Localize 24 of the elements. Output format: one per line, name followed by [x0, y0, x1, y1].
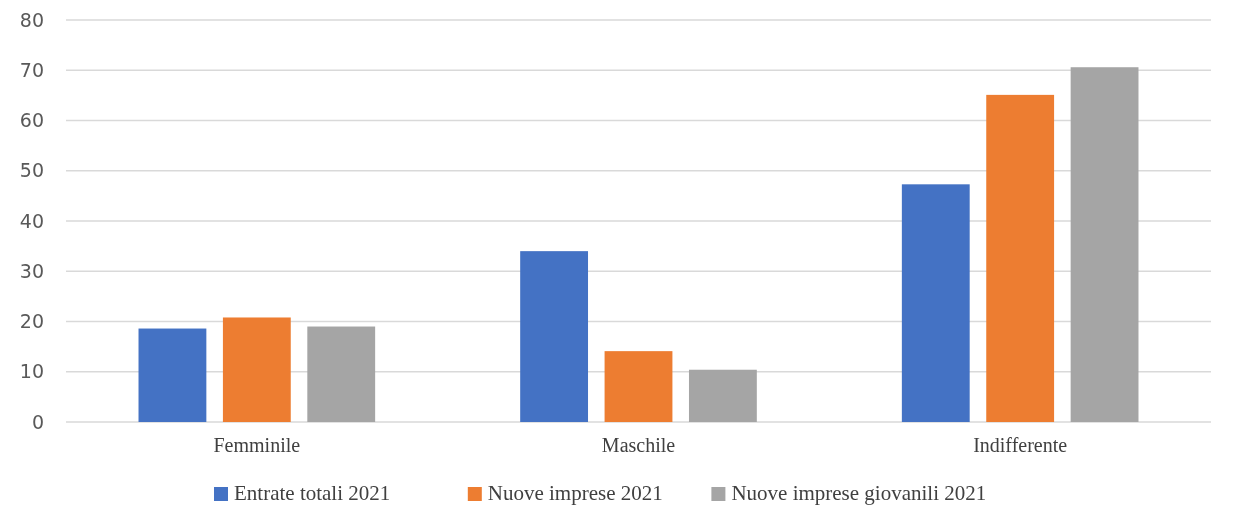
bar [901, 184, 970, 422]
bar [138, 328, 207, 422]
y-tick-label: 40 [19, 209, 44, 232]
legend-label: Nuove imprese 2021 [487, 481, 663, 505]
legend-label: Nuove imprese giovanili 2021 [731, 481, 987, 505]
bar [222, 317, 291, 422]
bar [307, 326, 376, 422]
bar [604, 351, 673, 422]
legend-label: Entrate totali 2021 [234, 481, 391, 505]
x-tick-label: Femminile [213, 434, 301, 456]
bar [1070, 67, 1139, 422]
y-tick-label: 50 [19, 159, 44, 182]
y-tick-label: 30 [19, 259, 44, 282]
bar [688, 369, 757, 422]
y-tick-label: 10 [19, 360, 44, 383]
bar [986, 94, 1055, 422]
x-tick-label: Indifferente [973, 434, 1068, 456]
y-tick-label: 0 [31, 410, 44, 433]
y-tick-label: 20 [19, 310, 44, 333]
y-tick-label: 80 [19, 8, 44, 31]
y-tick-label: 60 [19, 109, 44, 132]
x-tick-label: Maschile [601, 434, 676, 456]
y-tick-label: 70 [19, 58, 44, 81]
bar [520, 251, 589, 422]
